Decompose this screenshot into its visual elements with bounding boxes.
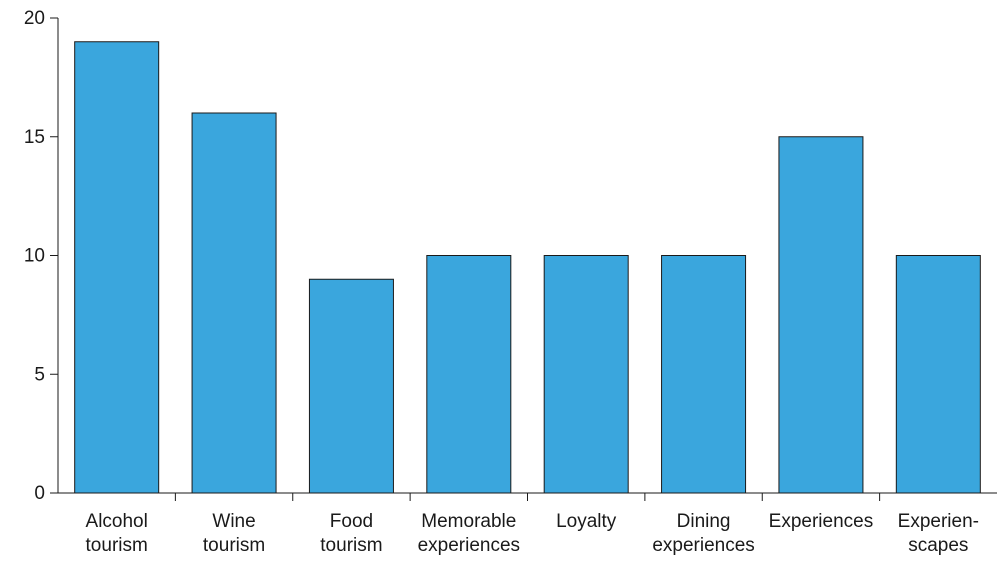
bar	[74, 41, 160, 494]
bar	[543, 255, 629, 494]
x-category-label: Dining experiences	[652, 511, 754, 556]
y-tick-label: 15	[24, 127, 45, 148]
bar	[661, 255, 747, 494]
x-category-label-line: Wine	[212, 511, 255, 532]
x-category-label-line: Experien-	[898, 511, 979, 532]
y-tick-label: 20	[24, 8, 45, 29]
x-category-label: Wine tourism	[203, 511, 265, 556]
x-category-label-line: Food	[330, 511, 373, 532]
x-category-label-line: Loyalty	[556, 511, 617, 532]
y-tick-label: 10	[24, 246, 45, 267]
y-axis: 0 5 10 15 20	[24, 8, 59, 504]
x-category-label: Food tourism	[320, 511, 382, 556]
x-category-label: Experien-scapes	[898, 511, 979, 556]
x-category-label-line: Alcohol	[86, 511, 148, 532]
bar	[778, 136, 864, 494]
bar	[895, 255, 981, 494]
x-category-label-line: tourism	[86, 535, 148, 556]
x-category-label-line: Memorable	[421, 511, 516, 532]
x-category-label: Memorable experiences	[418, 511, 520, 556]
x-category-label: Alcohol tourism	[86, 511, 148, 556]
x-category-label-line: tourism	[203, 535, 265, 556]
x-category-label-line: Dining	[677, 511, 731, 532]
x-category-label-line: experiences	[652, 535, 754, 556]
y-tick-label: 0	[34, 483, 45, 504]
bar	[308, 278, 394, 494]
x-category-label: Loyalty	[556, 511, 617, 532]
bar	[426, 255, 512, 494]
x-category-label-line: tourism	[320, 535, 382, 556]
bar	[191, 112, 277, 494]
y-tick-label: 5	[34, 364, 45, 385]
x-category-label: Experiences	[769, 511, 874, 532]
bars	[74, 41, 981, 494]
x-category-label-line: scapes	[908, 535, 968, 556]
x-axis: Alcohol tourism Wine tourism Food tourism Memo…	[58, 492, 997, 556]
x-category-label-line: Experiences	[769, 511, 874, 532]
x-category-label-line: experiences	[418, 535, 520, 556]
